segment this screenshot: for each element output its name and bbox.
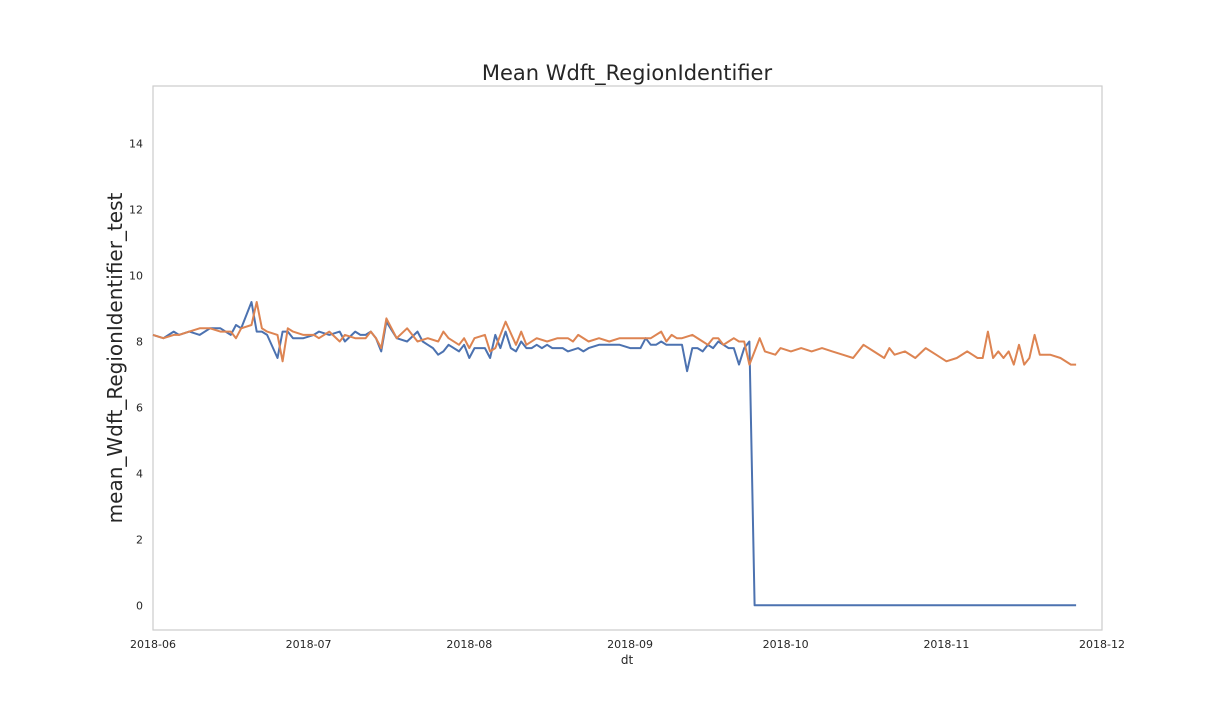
y-tick-label: 0 xyxy=(136,599,143,612)
y-tick-label: 12 xyxy=(129,204,143,217)
x-tick-label: 2018-07 xyxy=(286,638,332,651)
y-tick-label: 8 xyxy=(136,336,143,349)
y-tick-label: 6 xyxy=(136,401,143,414)
y-tick-label: 14 xyxy=(129,138,143,151)
x-axis-label: dt xyxy=(621,653,634,667)
x-tick-label: 2018-11 xyxy=(923,638,969,651)
y-axis-ticks: 0 2 4 6 8 10 12 14 xyxy=(129,138,143,613)
plot-area-frame xyxy=(152,85,1103,631)
series-layer xyxy=(152,301,1077,607)
series-line-1 xyxy=(152,301,1077,607)
y-tick-label: 4 xyxy=(136,467,143,480)
x-tick-label: 2018-12 xyxy=(1079,638,1125,651)
y-tick-label: 2 xyxy=(136,533,143,546)
x-tick-label: 2018-08 xyxy=(446,638,492,651)
x-tick-label: 2018-09 xyxy=(607,638,653,651)
x-axis-ticks: 2018-06 2018-07 2018-08 2018-09 2018-10 2018-… xyxy=(130,638,1125,651)
chart-title: Mean Wdft_RegionIdentifier xyxy=(482,61,773,86)
x-tick-label: 2018-06 xyxy=(130,638,176,651)
y-axis-label: mean_Wdft_RegionIdentifier_test xyxy=(103,193,127,524)
series-line-2 xyxy=(152,301,1077,366)
x-tick-label: 2018-10 xyxy=(763,638,809,651)
y-tick-label: 10 xyxy=(129,270,143,283)
